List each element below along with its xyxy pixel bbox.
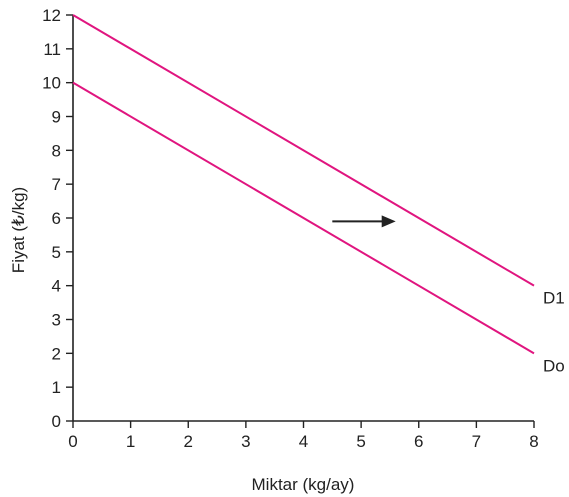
y-axis-title: Fiyat (₺/kg) (9, 187, 28, 273)
y-tick-label: 0 (52, 412, 61, 431)
x-tick-label: 5 (356, 432, 365, 451)
y-tick-label: 8 (52, 141, 61, 160)
y-tick-label: 4 (52, 277, 61, 296)
x-tick-label: 6 (414, 432, 423, 451)
x-tick-label: 4 (299, 432, 308, 451)
y-tick-label: 6 (52, 209, 61, 228)
y-tick-label: 7 (52, 175, 61, 194)
y-tick-label: 9 (52, 108, 61, 127)
y-tick-label: 1 (52, 378, 61, 397)
y-tick-label: 2 (52, 344, 61, 363)
series-line-do (72, 81, 535, 355)
series-lines: D1 Do (72, 14, 565, 375)
y-tick-label: 12 (42, 6, 61, 25)
x-tick-label: 1 (126, 432, 135, 451)
series-label-d1: D1 (543, 289, 565, 308)
y-tick-label: 11 (43, 40, 61, 59)
x-tick-label: 3 (241, 432, 250, 451)
x-tick-label: 7 (472, 432, 481, 451)
series-label-do: Do (543, 356, 565, 375)
y-tick-label: 5 (52, 243, 61, 262)
y-tick-label: 10 (42, 74, 61, 93)
x-tick-label: 2 (184, 432, 193, 451)
x-tick-label: 0 (68, 432, 77, 451)
y-tick-label: 3 (52, 311, 61, 330)
x-axis-title: Miktar (kg/ay) (252, 475, 355, 494)
x-tick-label: 8 (529, 432, 538, 451)
series-line-d1 (72, 14, 535, 287)
annotations (332, 215, 396, 228)
shift-arrow-head (381, 215, 396, 228)
